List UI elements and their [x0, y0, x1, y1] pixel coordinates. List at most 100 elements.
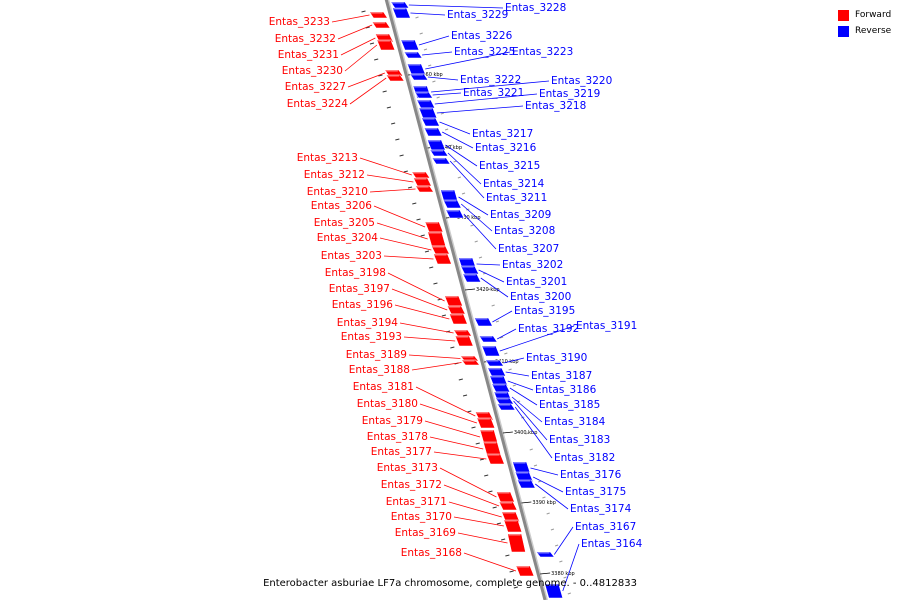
- axis-minor-mark: [525, 432, 529, 435]
- reverse-gene-label: Entas_3202: [502, 259, 563, 271]
- forward-gene-label: Entas_3204: [317, 232, 379, 244]
- reverse-leader-line: [478, 269, 505, 283]
- forward-leader-line: [387, 272, 445, 302]
- axis-minor-mark: [415, 16, 419, 19]
- forward-leader-line: [391, 288, 448, 311]
- forward-gene-label: Entas_3189: [346, 349, 407, 361]
- reverse-gene-label: Entas_3185: [539, 399, 600, 411]
- axis-minor-mark: [554, 544, 559, 547]
- axis-minor-mark: [449, 144, 453, 147]
- reverse-gene-label: Entas_3218: [525, 100, 586, 112]
- axis-minor-mark: [484, 474, 489, 477]
- forward-gene-21: [476, 417, 496, 429]
- reverse-gene-25: [487, 367, 507, 377]
- forward-leader-line: [331, 14, 370, 23]
- forward-gene-label: Entas_3170: [391, 511, 452, 523]
- axis-minor-mark: [488, 490, 493, 493]
- reverse-gene-label: Entas_3208: [494, 225, 555, 237]
- forward-gene-label: Entas_3206: [311, 200, 373, 212]
- forward-leader-line: [399, 322, 454, 334]
- forward-gene-label: Entas_3172: [381, 479, 442, 491]
- reverse-gene-label: Entas_3214: [483, 178, 545, 190]
- axis-minor-mark: [512, 384, 516, 387]
- forward-gene-9: [424, 221, 444, 233]
- axis-minor-mark: [475, 442, 480, 445]
- forward-gene-label: Entas_3227: [285, 81, 346, 93]
- forward-gene-26: [498, 501, 518, 511]
- axis-tick-label: 3390 kbp: [532, 500, 556, 506]
- forward-gene-3: [376, 39, 396, 51]
- axis-minor-mark: [441, 314, 447, 317]
- forward-gene-label: Entas_3168: [401, 547, 462, 559]
- reverse-gene-label: Entas_3182: [554, 452, 615, 464]
- reverse-gene-2: [400, 39, 420, 51]
- reverse-gene-11: [423, 127, 443, 137]
- axis-tick-label: 3430 kbp: [457, 215, 481, 221]
- forward-gene-17: [454, 335, 474, 347]
- axis-tick: [540, 572, 551, 575]
- forward-gene-label: Entas_3169: [395, 527, 456, 539]
- reverse-gene-35: [544, 583, 564, 599]
- reverse-gene-label: Entas_3175: [565, 486, 626, 498]
- axis-minor-mark: [440, 112, 445, 115]
- axis-minor-mark: [509, 570, 514, 573]
- forward-gene-label: Entas_3231: [278, 49, 339, 61]
- reverse-leader-line: [480, 277, 509, 298]
- reverse-leader-line: [425, 51, 511, 70]
- axis-tick-label: 3380 kbp: [551, 571, 575, 577]
- forward-gene-label: Entas_3233: [269, 16, 330, 28]
- forward-leader-line: [453, 516, 504, 527]
- axis-minor-mark: [378, 74, 383, 77]
- forward-gene-label: Entas_3179: [362, 415, 423, 427]
- legend-label-reverse: Reverse: [855, 26, 892, 36]
- forward-gene-label: Entas_3232: [275, 33, 336, 45]
- reverse-gene-label: Entas_3220: [551, 75, 612, 87]
- axis-minor-mark: [365, 26, 370, 29]
- axis-minor-mark: [529, 448, 533, 451]
- forward-leader-line: [443, 484, 500, 507]
- axis-minor-mark: [382, 90, 387, 93]
- reverse-gene-label: Entas_3184: [544, 416, 606, 428]
- axis-minor-mark: [399, 154, 404, 157]
- reverse-leader-line: [535, 483, 569, 510]
- reverse-gene-label: Entas_3201: [506, 276, 567, 288]
- reverse-leader-line: [511, 396, 543, 423]
- reverse-gene-label: Entas_3221: [463, 87, 524, 99]
- forward-gene-24: [485, 453, 505, 465]
- reverse-gene-32: [514, 471, 534, 483]
- reverse-gene-label: Entas_3215: [479, 160, 540, 172]
- axis-minor-mark: [458, 378, 463, 381]
- reverse-gene-label: Entas_3223: [512, 46, 573, 58]
- forward-leader-line: [366, 174, 414, 183]
- axis-minor-mark: [416, 218, 421, 221]
- reverse-gene-label: Entas_3195: [514, 305, 575, 317]
- reverse-leader-line: [449, 160, 485, 199]
- reverse-leader-line: [562, 543, 580, 592]
- forward-leader-line: [340, 37, 376, 56]
- forward-gene-label: Entas_3210: [307, 186, 368, 198]
- reverse-gene-16: [442, 199, 462, 209]
- reverse-leader-line: [447, 152, 482, 185]
- reverse-gene-label: Entas_3225: [454, 46, 515, 58]
- axis-tick: [502, 431, 513, 434]
- axis-minor-mark: [501, 538, 506, 541]
- forward-leader-line: [457, 532, 508, 544]
- axis-minor-mark: [479, 458, 485, 461]
- reverse-leader-line: [422, 51, 453, 56]
- forward-leader-line: [403, 336, 456, 342]
- forward-leader-line: [429, 436, 484, 450]
- axis-minor-mark: [424, 250, 430, 253]
- axis-minor-mark: [390, 122, 396, 125]
- forward-leader-line: [379, 237, 432, 251]
- forward-gene-label: Entas_3171: [386, 496, 447, 508]
- reverse-leader-line: [532, 476, 564, 493]
- axis-minor-mark: [546, 512, 550, 515]
- axis-minor-mark: [423, 48, 428, 51]
- reverse-leader-line: [476, 263, 501, 266]
- forward-leader-line: [433, 451, 487, 460]
- reverse-gene-label: Entas_3228: [505, 2, 566, 14]
- forward-leader-line: [448, 501, 502, 518]
- reverse-gene-23: [481, 345, 501, 357]
